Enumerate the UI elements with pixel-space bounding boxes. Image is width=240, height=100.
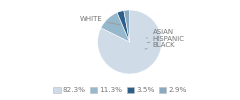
Wedge shape — [101, 13, 130, 42]
Text: ASIAN: ASIAN — [146, 29, 174, 38]
Text: WHITE: WHITE — [80, 16, 120, 25]
Wedge shape — [117, 10, 130, 42]
Wedge shape — [98, 10, 162, 74]
Text: BLACK: BLACK — [145, 42, 175, 49]
Legend: 82.3%, 11.3%, 3.5%, 2.9%: 82.3%, 11.3%, 3.5%, 2.9% — [50, 84, 190, 96]
Wedge shape — [124, 10, 130, 42]
Text: HISPANIC: HISPANIC — [147, 36, 185, 43]
